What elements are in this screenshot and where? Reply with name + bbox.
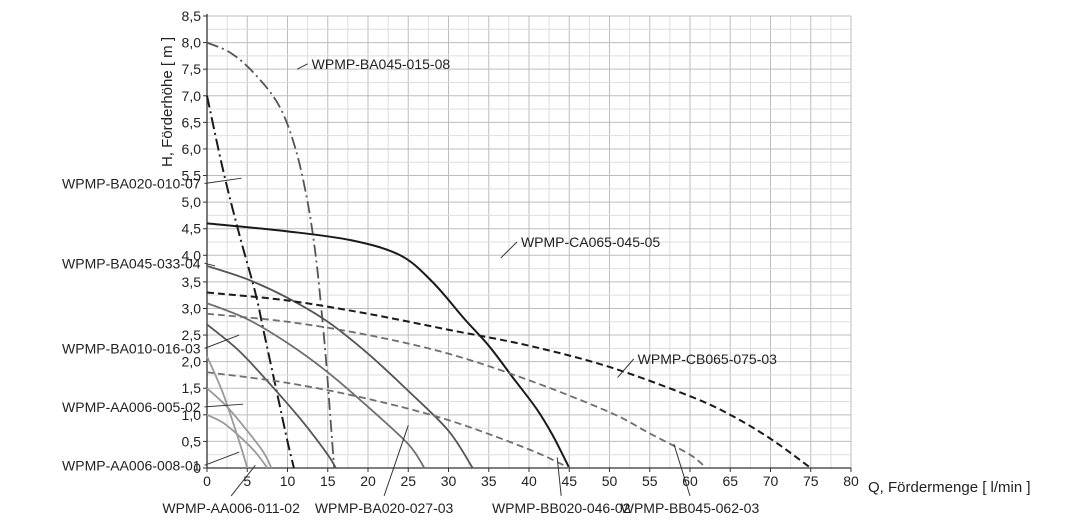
leader-line: [230, 465, 256, 497]
leader-line: [204, 451, 240, 466]
series-line: [206, 371, 570, 469]
series-line: [206, 41, 336, 469]
curve-label: WPMP-BB020-046-02: [492, 500, 631, 516]
x-tick-label: 75: [803, 473, 819, 489]
y-tick-label: 7,0: [182, 88, 202, 104]
x-tick-label: 50: [602, 473, 618, 489]
y-tick-label: 1,5: [182, 380, 202, 396]
y-tick-label: 6,0: [182, 141, 202, 157]
series-line: [206, 323, 337, 469]
leader-line: [204, 177, 242, 185]
y-tick-label: 3,0: [182, 300, 202, 316]
leader-line: [204, 262, 216, 267]
x-tick-label: 0: [203, 473, 211, 489]
series-line: [206, 222, 571, 469]
y-tick-label: 6,5: [182, 114, 202, 130]
leader-line: [673, 443, 691, 497]
grid: [206, 15, 852, 469]
y-axis-title: H, Förderhöhe [ m ]: [159, 37, 176, 167]
series-line: [206, 414, 269, 469]
x-tick-label: 60: [682, 473, 698, 489]
leader-line: [204, 403, 244, 408]
series-line: [206, 265, 474, 469]
x-tick-label: 35: [481, 473, 497, 489]
x-tick-label: 45: [561, 473, 577, 489]
y-tick-label: 5,0: [182, 194, 202, 210]
x-tick-label: 25: [400, 473, 416, 489]
curve-label: WPMP-CB065-075-03: [638, 351, 777, 367]
series-line: [206, 355, 249, 469]
y-tick-label: 8,0: [182, 35, 202, 51]
x-tick-label: 10: [280, 473, 296, 489]
curve-label: WPMP-BA020-027-03: [315, 500, 454, 516]
x-tick-label: 65: [722, 473, 738, 489]
curve-label: WPMP-AA006-011-02: [162, 500, 300, 516]
curve-label: WPMP-AA006-005-02: [62, 399, 201, 415]
curve-labels: WPMP-BA045-015-08 WPMP-BA020-010-07 WPMP-C…: [62, 56, 777, 516]
y-tick-label: 0: [193, 460, 201, 476]
curve-label: WPMP-BA045-033-04: [62, 255, 201, 271]
leader-line: [383, 425, 409, 497]
x-tick-label: 55: [642, 473, 658, 489]
x-tick-label: 30: [441, 473, 457, 489]
y-tick-label: 4,0: [182, 247, 202, 263]
curve-label: WPMP-BA045-015-08: [312, 56, 451, 72]
x-tick-label: 5: [243, 473, 251, 489]
y-tick-label: 3,5: [182, 274, 202, 290]
leader-line: [617, 358, 635, 378]
y-tick-label: 2,0: [182, 354, 202, 370]
x-tick-label: 15: [320, 473, 336, 489]
leader-line: [204, 334, 240, 349]
series-line: [206, 387, 273, 469]
series-line: [206, 95, 295, 469]
curve-label: WPMP-BA020-010-07: [62, 176, 201, 192]
x-tick-label: 20: [360, 473, 376, 489]
series-line: [206, 291, 812, 469]
x-tick-label: 80: [843, 473, 859, 489]
leader-line: [500, 241, 518, 259]
curve-label: WPMP-BB045-062-03: [621, 500, 760, 516]
leader-line: [556, 457, 562, 496]
y-tick-label: 8,5: [182, 8, 202, 24]
series-line: [206, 302, 426, 469]
tick-labels: 0 5 10 15 20 25 30 35 40 45 50 55 60 65 70 75 80 0 0,5 1,0 1…: [182, 8, 859, 489]
curve-label: WPMP-CA065-045-05: [521, 234, 660, 250]
y-tick-label: 4,5: [182, 221, 202, 237]
series-line: [206, 312, 707, 469]
x-axis-title: Q, Fördermenge [ l/min ]: [868, 479, 1031, 496]
leader-line: [296, 63, 308, 70]
curve-label: WPMP-BA010-016-03: [62, 340, 201, 356]
curve-label: WPMP-AA006-008-01: [62, 457, 201, 473]
y-tick-label: 0,5: [182, 433, 202, 449]
y-tick-label: 7,5: [182, 61, 202, 77]
series-curves: [206, 41, 812, 469]
y-tick-label: 1,0: [182, 407, 202, 423]
x-tick-label: 40: [521, 473, 537, 489]
y-tick-label: 5,5: [182, 168, 202, 184]
x-tick-label: 70: [763, 473, 779, 489]
y-tick-label: 2,5: [182, 327, 202, 343]
